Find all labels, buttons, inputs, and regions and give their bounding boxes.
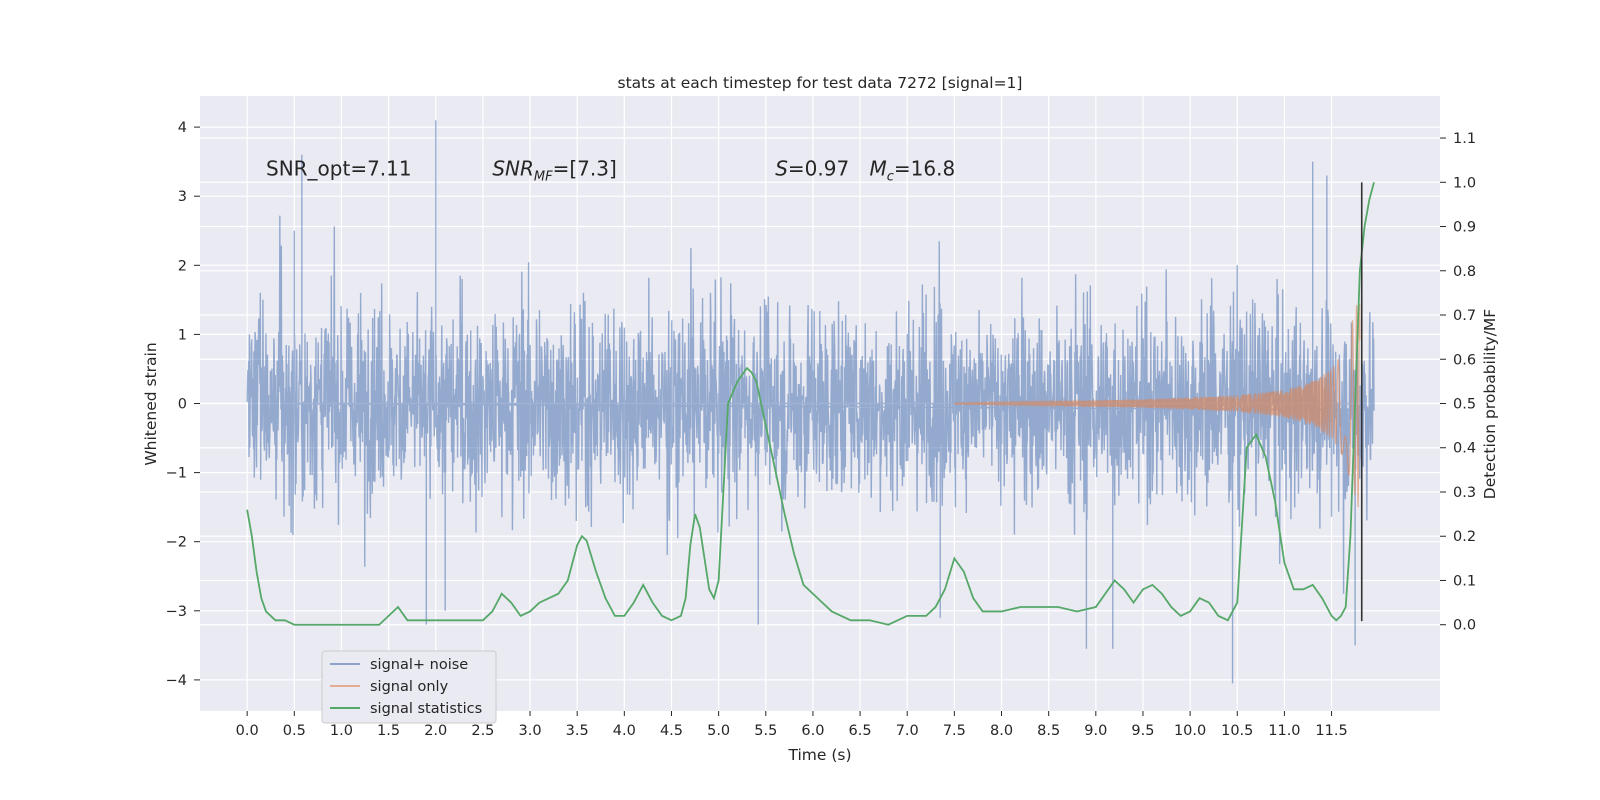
y-right-tick-label: 0.8: [1453, 264, 1476, 280]
y-left-tick-label: −3: [166, 604, 187, 620]
noise-trace: [246, 120, 1375, 684]
y-right-tick-label: 0.1: [1453, 573, 1476, 589]
x-tick-label: 5.5: [754, 723, 777, 739]
x-tick-label: 10.5: [1221, 723, 1253, 739]
y-left-tick-label: 3: [178, 189, 187, 205]
y-left-tick-label: 2: [178, 258, 187, 274]
legend-label-signal: signal only: [370, 679, 449, 695]
y-left-tick-label: 1: [178, 327, 187, 343]
x-axis-label: Time (s): [787, 746, 851, 764]
x-tick-label: 1.0: [330, 723, 353, 739]
x-tick-label: 7.5: [943, 723, 966, 739]
annotation-text: SNR_opt=7.11: [266, 156, 412, 180]
y-right-tick-label: 0.4: [1453, 441, 1476, 457]
y-right-tick-label: 0.9: [1453, 220, 1476, 236]
x-tick-label: 0.0: [236, 723, 259, 739]
x-tick-label: 11.0: [1268, 723, 1300, 739]
x-tick-label: 1.5: [377, 723, 400, 739]
x-tick-label: 0.5: [283, 723, 306, 739]
x-tick-label: 11.5: [1315, 723, 1347, 739]
y-axis-right-ticks: 1.1 1.0 0.9 0.8 0.7 0.6 0.5 0.4 0.3 0.2 0.1 0.0: [1440, 131, 1476, 634]
series-signal-only: [954, 303, 1361, 508]
legend-box: [321, 650, 497, 724]
x-tick-label: 8.0: [990, 723, 1013, 739]
statistics-line: [246, 182, 1375, 626]
annotation-text: S=0.97: [775, 156, 849, 180]
y-axis-right-label: Detection probability/MF: [1481, 309, 1499, 500]
y-right-tick-label: 1.1: [1453, 131, 1476, 147]
x-tick-label: 2.0: [424, 723, 447, 739]
x-tick-label: 3.0: [519, 723, 542, 739]
y-left-tick-label: 4: [178, 120, 187, 136]
y-right-tick-label: 0.5: [1453, 397, 1476, 413]
x-tick-label: 10.0: [1174, 723, 1206, 739]
annotation-text: Mc=16.8: [870, 156, 956, 184]
series-signal-statistics: [246, 182, 1375, 626]
y-right-tick-label: 0.6: [1453, 352, 1476, 368]
x-tick-label: 8.5: [1037, 723, 1060, 739]
annotation-text: SNRMF=[7.3]: [492, 156, 616, 184]
x-tick-label: 9.0: [1084, 723, 1107, 739]
signal-trace: [954, 303, 1361, 508]
y-left-tick-label: −1: [166, 466, 187, 482]
x-tick-label: 7.0: [896, 723, 919, 739]
y-left-tick-label: −4: [166, 673, 187, 689]
chart-title: stats at each timestep for test data 727…: [618, 74, 1023, 92]
annotations: SNR_opt=7.11 SNRMF=[7.3] S=0.97 Mc=16.8: [266, 156, 955, 184]
y-right-tick-label: 0.2: [1453, 529, 1476, 545]
legend-label-noise: signal+ noise: [370, 657, 468, 673]
x-tick-label: 3.5: [566, 723, 589, 739]
x-tick-label: 9.5: [1131, 723, 1154, 739]
x-tick-label: 2.5: [471, 723, 494, 739]
x-tick-label: 4.5: [660, 723, 683, 739]
y-right-tick-label: 0.0: [1453, 618, 1476, 634]
x-tick-label: 4.0: [613, 723, 636, 739]
y-axis-left-label: Whitened strain: [142, 342, 160, 465]
legend: signal+ noise signal only signal statist…: [321, 650, 497, 724]
y-axis-left-ticks: 4 3 2 1 0 −1 −2 −3 −4: [166, 120, 200, 689]
legend-label-stats: signal statistics: [370, 701, 482, 717]
y-left-tick-label: −2: [166, 535, 187, 551]
x-tick-label: 5.0: [707, 723, 730, 739]
x-tick-label: 6.5: [849, 723, 872, 739]
x-tick-label: 6.0: [801, 723, 824, 739]
y-right-tick-label: 0.3: [1453, 485, 1476, 501]
series-signal-plus-noise: [246, 120, 1375, 684]
y-right-tick-label: 1.0: [1453, 175, 1476, 191]
y-right-tick-label: 0.7: [1453, 308, 1476, 324]
x-axis-ticks: 0.0 0.5 1.0 1.5 2.0 2.5 3.0 3.5 4.0 4.5 5.0 5.5 6.0 6…: [236, 711, 1348, 739]
y-left-tick-label: 0: [178, 397, 187, 413]
